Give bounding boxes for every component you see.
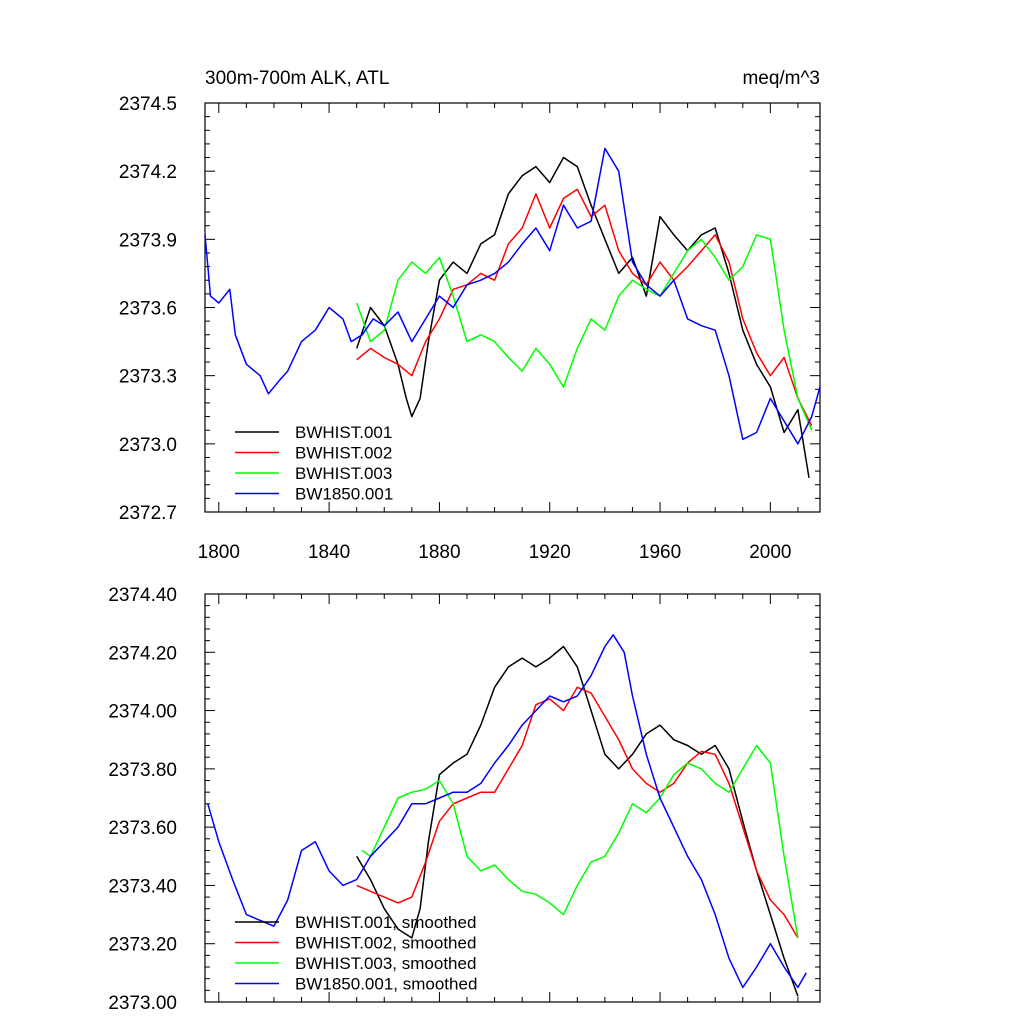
legend-label: BWHIST.003, smoothed	[295, 954, 476, 973]
x-tick-label: 1960	[639, 542, 681, 563]
legend-label: BWHIST.001	[295, 423, 392, 442]
y-tick-label: 2373.20	[108, 935, 177, 956]
y-tick-label: 2374.5	[119, 94, 177, 115]
y-tick-label: 2373.80	[108, 760, 177, 781]
y-tick-label: 2373.3	[119, 367, 177, 388]
chart-panel-2: 2373.00 2373.20 2373.40 2373.60 2373.80 2374.…	[108, 585, 821, 1014]
y-tick-label: 2373.40	[108, 876, 177, 897]
y-tick-label: 2373.9	[119, 230, 177, 251]
y-tick-label: 2373.60	[108, 818, 177, 839]
y-tick-label: 2374.2	[119, 162, 177, 183]
chart-title: 300m-700m ALK, ATL	[205, 68, 389, 89]
units-label: meq/m^3	[742, 68, 820, 89]
y-tick-label: 2374.00	[108, 702, 177, 723]
series-line-2	[356, 686, 799, 939]
x-tick-label: 1800	[198, 542, 240, 563]
legend-label: BW1850.001, smoothed	[295, 975, 477, 994]
series-line-3	[361, 744, 799, 939]
series-line-1	[355, 156, 810, 479]
y-tick-label: 2373.0	[119, 435, 177, 456]
y-tick-label: 2374.20	[108, 643, 177, 664]
y-tick-label: 2373.00	[108, 993, 177, 1014]
legend-label: BWHIST.002	[295, 444, 392, 463]
y-tick-label: 2372.7	[119, 503, 177, 524]
x-tick-label: 1920	[529, 542, 571, 563]
x-tick-label: 1840	[308, 542, 350, 563]
x-tick-label: 2000	[749, 542, 791, 563]
series-line-3	[355, 234, 813, 431]
chart-panel-1: 2372.7 2373.0 2373.3 2373.6 2373.9 2374.2 2374…	[119, 68, 821, 563]
series-line-4	[207, 634, 807, 989]
x-tick-label: 1880	[418, 542, 460, 563]
legend-label: BWHIST.003	[295, 464, 392, 483]
series-line-2	[356, 188, 813, 427]
series-line-1	[356, 645, 799, 997]
legend-label: BWHIST.002, smoothed	[295, 934, 476, 953]
legend-label: BW1850.001	[295, 485, 393, 504]
series-line-4	[204, 147, 821, 445]
plot-frame	[204, 593, 821, 1003]
y-tick-label: 2374.40	[108, 585, 177, 606]
legend-label: BWHIST.001, smoothed	[295, 913, 476, 932]
y-tick-label: 2373.6	[119, 299, 177, 320]
